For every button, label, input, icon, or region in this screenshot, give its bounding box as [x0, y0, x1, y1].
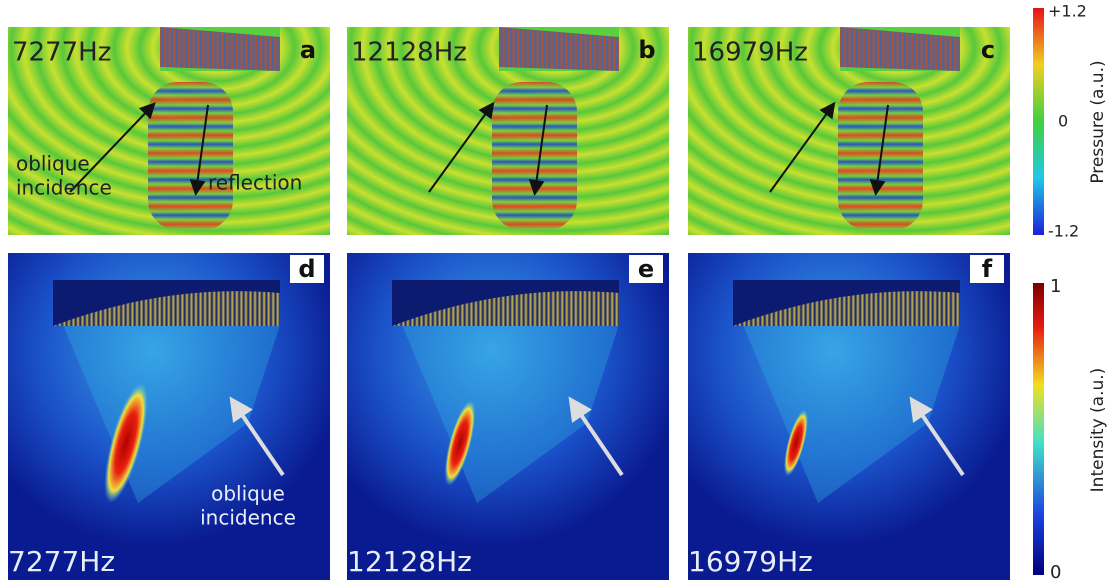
frequency-label: 7277Hz [12, 38, 111, 68]
intensity-title: Intensity (a.u.) [1088, 368, 1108, 493]
panel: e 12128Hz [347, 253, 669, 580]
pressure-colorbar [1033, 8, 1044, 235]
frequency-label: 7277Hz [8, 545, 115, 578]
panel: 16979Hz c [688, 27, 1010, 235]
frequency-label: 12128Hz [347, 545, 472, 578]
pressure-title: Pressure (a.u.) [1088, 60, 1108, 183]
intensity-tick: 0 [1050, 562, 1061, 583]
figure: +1.2 0 -1.2 Pressure (a.u.) 1 0 Intensit… [0, 0, 1113, 583]
pressure-tick: 0 [1058, 112, 1068, 131]
intensity-tick: 1 [1050, 276, 1061, 297]
intensity-colorbar [1033, 283, 1044, 575]
frequency-label: 12128Hz [351, 38, 467, 68]
annotation: oblique [211, 482, 285, 506]
beam [492, 82, 577, 230]
beam [148, 82, 233, 230]
panel-letter: d [298, 255, 315, 283]
panel: f 16979Hz [688, 253, 1010, 580]
panel-letter: a [300, 36, 316, 64]
panel-letter: f [982, 255, 993, 283]
annotation: oblique [16, 152, 90, 176]
panel-letter: c [981, 36, 995, 64]
annotation: reflection [208, 171, 302, 195]
panel: 12128Hz b [347, 27, 669, 235]
annotation: incidence [200, 506, 296, 530]
annotation: incidence [16, 176, 112, 200]
frequency-label: 16979Hz [692, 38, 808, 68]
pressure-tick: +1.2 [1048, 2, 1087, 21]
frequency-label: 16979Hz [688, 545, 813, 578]
pressure-tick: -1.2 [1048, 222, 1079, 241]
panel-letter: b [638, 36, 655, 64]
panel-letter: e [638, 255, 654, 283]
page: {"panels": [ {"letter": "a", "frequency"… [0, 0, 1113, 583]
